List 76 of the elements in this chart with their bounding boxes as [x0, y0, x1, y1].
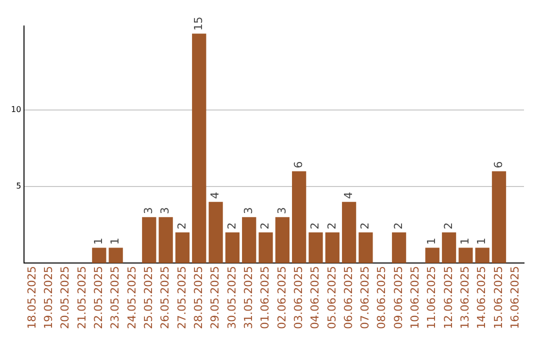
data-label: 3: [158, 207, 172, 214]
data-label: 1: [425, 238, 438, 245]
x-tick-label: 26.05.2025: [158, 266, 172, 330]
x-tick-label: 03.06.2025: [292, 266, 305, 330]
bar: [92, 248, 106, 264]
x-tick-label: 24.05.2025: [125, 266, 138, 330]
bar: [208, 202, 223, 264]
data-label: 4: [342, 192, 355, 199]
bar: [175, 232, 190, 264]
bar: [358, 232, 373, 264]
x-tick-label: 27.05.2025: [175, 266, 188, 330]
data-label: 3: [142, 207, 155, 214]
x-tick-label: 13.06.2025: [458, 266, 472, 330]
y-tick-label: 10: [10, 105, 22, 114]
x-tick-label: 20.05.2025: [58, 266, 72, 330]
data-label: 2: [175, 222, 188, 230]
x-tick-label: 28.05.2025: [192, 266, 205, 330]
bar: [142, 217, 156, 264]
y-tick-label: 5: [16, 182, 22, 191]
data-label: 2: [225, 222, 238, 230]
data-label: 6: [492, 161, 505, 168]
x-tick-label: 12.06.2025: [442, 266, 455, 330]
x-tick-label: 02.06.2025: [275, 266, 288, 330]
x-tick-label: 06.06.2025: [342, 266, 355, 330]
x-tick-label: 07.06.2025: [358, 266, 372, 330]
x-tick-label: 14.06.2025: [475, 266, 488, 330]
bar: [225, 232, 240, 264]
x-tick-label: 21.05.2025: [75, 266, 88, 330]
bar: [342, 202, 356, 264]
bar: [242, 217, 256, 264]
x-tick-label: 01.06.2025: [258, 266, 272, 330]
data-label: 1: [108, 238, 122, 245]
data-label: 2: [392, 222, 405, 230]
bar: [325, 232, 340, 264]
x-tick-label: 10.06.2025: [408, 266, 422, 330]
data-label: 1: [92, 238, 106, 245]
data-label: 3: [275, 207, 288, 214]
bar: [458, 248, 473, 264]
bar: [108, 248, 123, 264]
data-label: 15: [192, 16, 205, 31]
bar: [425, 248, 440, 264]
data-label: 4: [208, 192, 222, 199]
bar: [292, 171, 306, 264]
bar: [308, 232, 323, 264]
data-label: 2: [358, 222, 372, 230]
x-tick-label: 08.06.2025: [375, 266, 388, 330]
x-tick-label: 30.05.2025: [225, 266, 238, 330]
x-tick-label: 09.06.2025: [392, 266, 405, 330]
x-tick-label: 18.05.2025: [25, 266, 38, 330]
data-label: 1: [458, 238, 472, 245]
x-tick-label: 22.05.2025: [92, 266, 106, 330]
bar: [275, 217, 290, 264]
x-tick-label: 16.06.2025: [508, 266, 522, 330]
data-label: 6: [292, 161, 305, 168]
x-tick-label: 11.06.2025: [425, 266, 438, 330]
data-label: 2: [258, 222, 272, 230]
x-tick-label: 04.06.2025: [308, 266, 322, 330]
bar: [442, 232, 456, 264]
bar: [158, 217, 173, 264]
x-tick-label: 05.06.2025: [325, 266, 338, 330]
bar: [192, 34, 206, 264]
data-label: 3: [242, 207, 255, 214]
data-label: 2: [442, 222, 455, 230]
bar: [392, 232, 406, 264]
x-tick-label: 19.05.2025: [42, 266, 56, 330]
x-tick-label: 23.05.2025: [108, 266, 122, 330]
x-tick-label: 25.05.2025: [142, 266, 155, 330]
data-label: 2: [325, 222, 338, 230]
bar: [258, 232, 273, 264]
bar: [475, 248, 490, 264]
bar: [492, 171, 506, 264]
data-label: 1: [475, 238, 488, 245]
x-tick-label: 15.06.2025: [492, 266, 505, 330]
x-tick-label: 29.05.2025: [208, 266, 222, 330]
x-tick-label: 31.05.2025: [242, 266, 255, 330]
data-label: 2: [308, 222, 322, 230]
